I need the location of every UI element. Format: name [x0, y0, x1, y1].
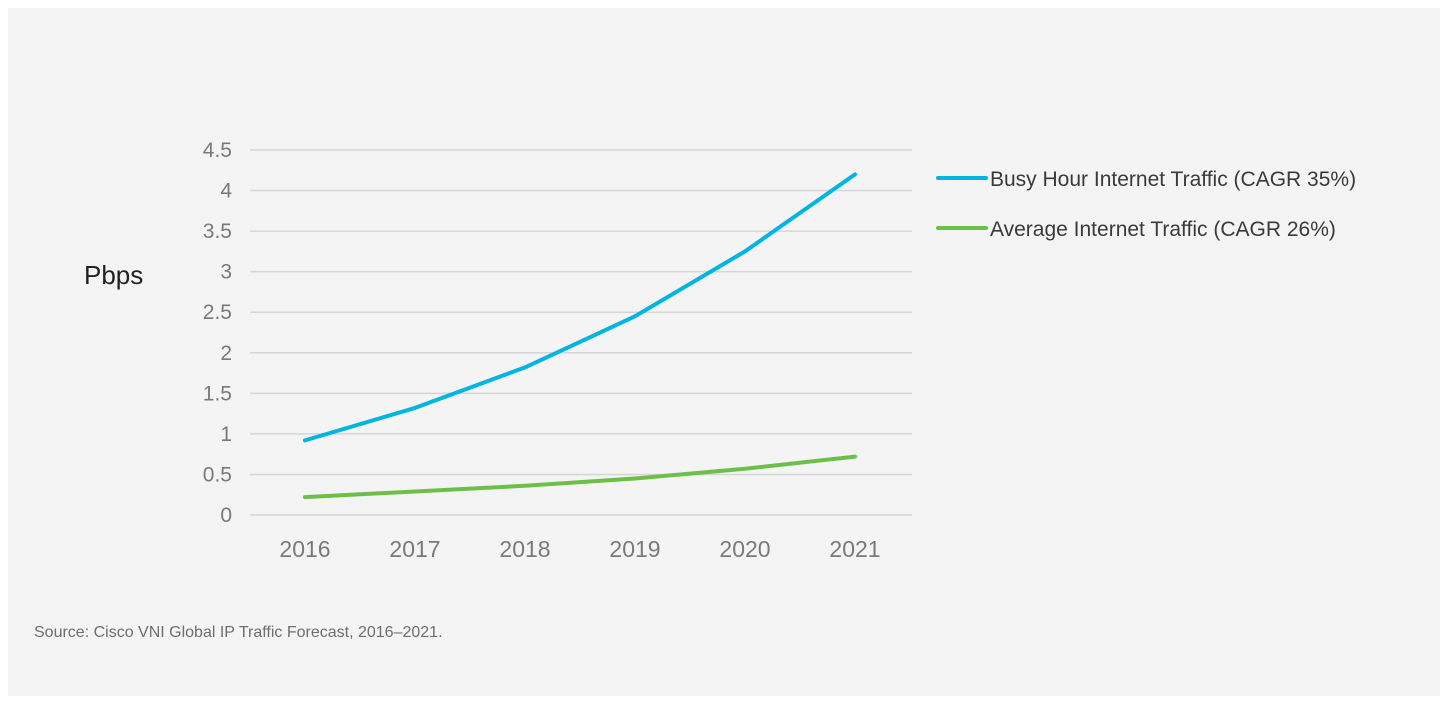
x-tick-label: 2017	[389, 536, 440, 562]
y-tick-label: 4	[220, 180, 232, 203]
gridlines	[250, 149, 912, 516]
legend-label: Busy Hour Internet Traffic (CAGR 35%)	[990, 168, 1356, 191]
y-tick-label: 0	[220, 504, 232, 527]
y-tick-label: 3	[220, 261, 232, 284]
y-tick-label: 1.5	[203, 382, 232, 405]
x-tick-label: 2019	[609, 536, 660, 562]
x-tick-label: 2016	[279, 536, 330, 562]
series-line-2	[303, 454, 857, 500]
y-tick-label: 1	[220, 423, 232, 446]
legend-label: Average Internet Traffic (CAGR 26%)	[990, 218, 1336, 241]
y-tick-label: 2.5	[203, 301, 232, 324]
legend: Busy Hour Internet Traffic (CAGR 35%) Ave…	[936, 168, 1356, 241]
x-tick-label: 2020	[719, 536, 770, 562]
x-tick-label: 2021	[829, 536, 880, 562]
y-tick-label: 4.5	[203, 139, 232, 162]
series-lines	[303, 172, 857, 500]
y-tick-label: 3.5	[203, 220, 232, 243]
series-line-1	[303, 172, 857, 443]
source-note: Source: Cisco VNI Global IP Traffic Fore…	[34, 624, 443, 641]
y-tick-label: 2	[220, 342, 232, 365]
chart-panel	[8, 8, 1440, 696]
y-axis-label: Pbps	[84, 260, 143, 290]
y-tick-label: 0.5	[203, 463, 232, 486]
y-axis-ticks: 0 0.5 1 1.5 2 2.5 3 3.5 4 4.5	[203, 139, 233, 527]
x-axis-ticks: 2016 2017 2018 2019 2020 2021	[279, 536, 880, 562]
x-tick-label: 2018	[499, 536, 550, 562]
